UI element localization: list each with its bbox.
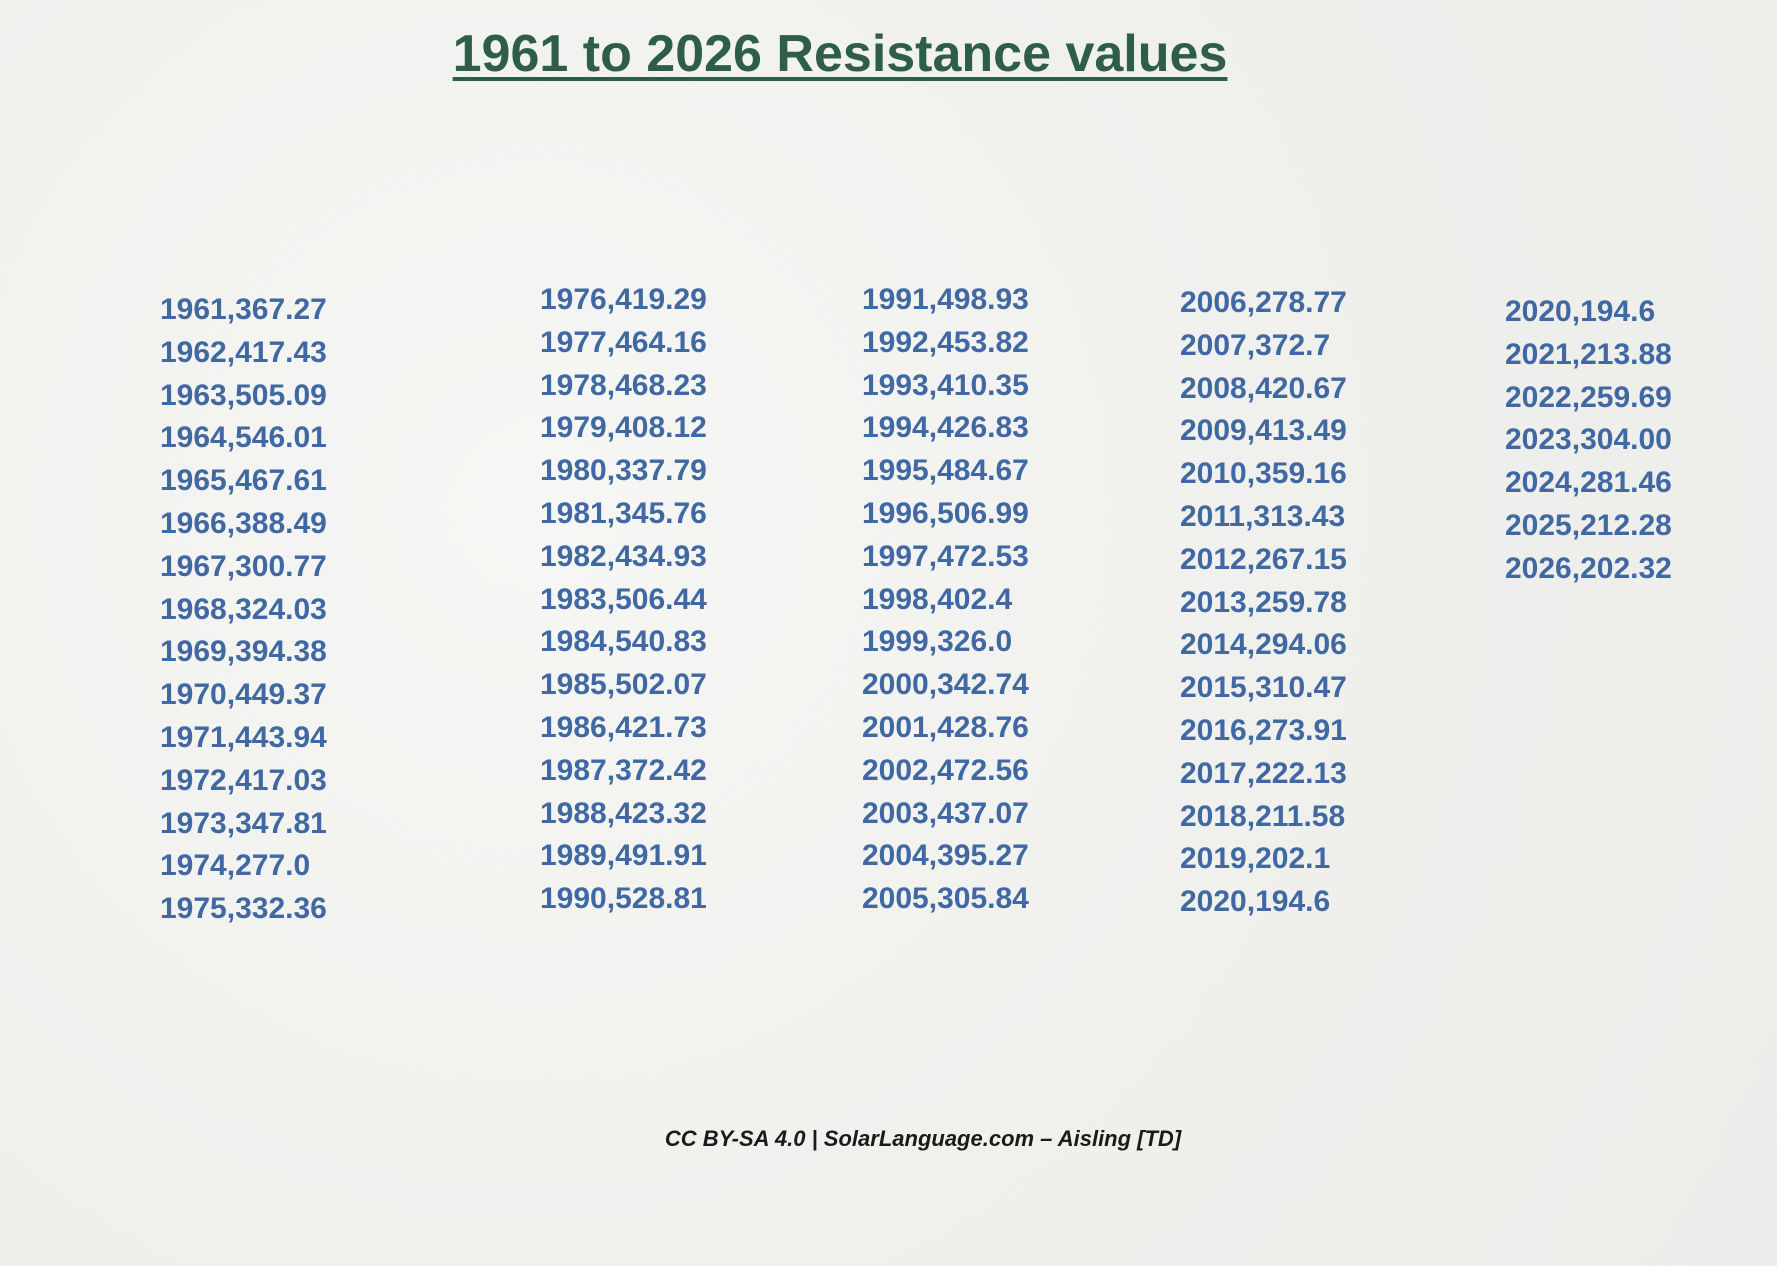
value-entry: 1988,423.32 [540, 796, 707, 830]
value-entry: 1974,277.0 [160, 849, 311, 883]
value-entry: 1964,546.01 [160, 421, 327, 455]
value-entry: 2020,194.6 [1180, 885, 1331, 919]
value-entry: 1973,347.81 [160, 806, 327, 840]
value-entry: 2005,305.84 [862, 882, 1029, 916]
value-entry: 2010,359.16 [1180, 457, 1347, 491]
value-entry: 1975,332.36 [160, 892, 327, 926]
value-entry: 1996,506.99 [862, 497, 1029, 530]
value-entry: 1978,468.23 [540, 368, 707, 402]
value-entry: 1992,453.82 [862, 325, 1029, 359]
value-entry: 2006,278.77 [1180, 286, 1347, 319]
footer: CC BY-SA 4.0 | SolarLanguage.com – Aisli… [664, 1126, 1182, 1151]
value-entry: 1968,324.03 [160, 592, 327, 626]
value-entry: 1977,464.16 [540, 325, 707, 359]
value-entry: 1997,472.53 [862, 539, 1029, 573]
value-entry: 1971,443.94 [160, 721, 327, 754]
value-entry: 2003,437.07 [862, 796, 1029, 830]
title: 1961 to 2026 Resistance values [452, 25, 1228, 83]
value-entry: 1980,337.79 [540, 454, 707, 488]
value-entry: 2013,259.78 [1180, 585, 1347, 619]
value-entry: 2022,259.69 [1505, 380, 1672, 414]
value-entry: 2025,212.28 [1505, 509, 1672, 542]
value-entry: 2007,372.7 [1180, 328, 1331, 362]
value-entry: 1984,540.83 [540, 625, 707, 659]
value-entry: 2004,395.27 [862, 839, 1029, 873]
value-entry: 1982,434.93 [540, 539, 707, 573]
value-entry: 2015,310.47 [1180, 671, 1347, 705]
value-entry: 1989,491.91 [540, 839, 707, 873]
value-entry: 2026,202.32 [1505, 551, 1672, 585]
value-entry: 1994,426.83 [862, 411, 1029, 445]
value-entry: 1965,467.61 [160, 464, 327, 498]
value-entry: 2020,194.6 [1505, 295, 1656, 328]
value-entry: 2016,273.91 [1180, 714, 1347, 747]
value-entry: 2008,420.67 [1180, 371, 1347, 405]
value-entry: 1972,417.03 [160, 763, 327, 797]
value-entry: 1969,394.38 [160, 635, 327, 669]
value-entry: 2009,413.49 [1180, 414, 1347, 448]
value-entry: 2024,281.46 [1505, 466, 1672, 500]
value-entry: 1976,419.29 [540, 283, 707, 316]
value-entry: 2019,202.1 [1180, 842, 1331, 876]
value-entry: 2012,267.15 [1180, 542, 1347, 576]
value-entry: 2000,342.74 [862, 668, 1029, 702]
value-entry: 1993,410.35 [862, 368, 1029, 402]
value-entry: 2017,222.13 [1180, 756, 1347, 790]
value-entry: 1987,372.42 [540, 753, 707, 787]
value-entry: 2001,428.76 [862, 711, 1029, 744]
value-entry: 1963,505.09 [160, 378, 327, 412]
value-entry: 2018,211.58 [1180, 799, 1346, 833]
value-entry: 1986,421.73 [540, 711, 707, 744]
value-entry: 1983,506.44 [540, 582, 707, 616]
value-entry: 1991,498.93 [862, 283, 1029, 316]
value-entry: 1961,367.27 [160, 293, 327, 326]
value-entry: 1966,388.49 [160, 507, 327, 540]
value-entry: 2021,213.88 [1505, 337, 1672, 371]
value-entry: 1979,408.12 [540, 411, 707, 445]
value-entry: 1998,402.4 [862, 582, 1013, 616]
value-entry: 1967,300.77 [160, 549, 327, 583]
value-entry: 1970,449.37 [160, 678, 327, 712]
value-entry: 1985,502.07 [540, 668, 707, 702]
value-entry: 1995,484.67 [862, 454, 1029, 488]
value-entry: 2002,472.56 [862, 753, 1029, 787]
value-entry: 1999,326.0 [862, 625, 1013, 659]
value-entry: 1990,528.81 [540, 882, 707, 916]
value-entry: 2014,294.06 [1180, 628, 1347, 662]
value-entry: 2023,304.00 [1505, 423, 1672, 457]
value-entry: 1981,345.76 [540, 497, 707, 530]
value-entry: 2011,313.43 [1180, 500, 1346, 533]
value-entry: 1962,417.43 [160, 335, 327, 369]
